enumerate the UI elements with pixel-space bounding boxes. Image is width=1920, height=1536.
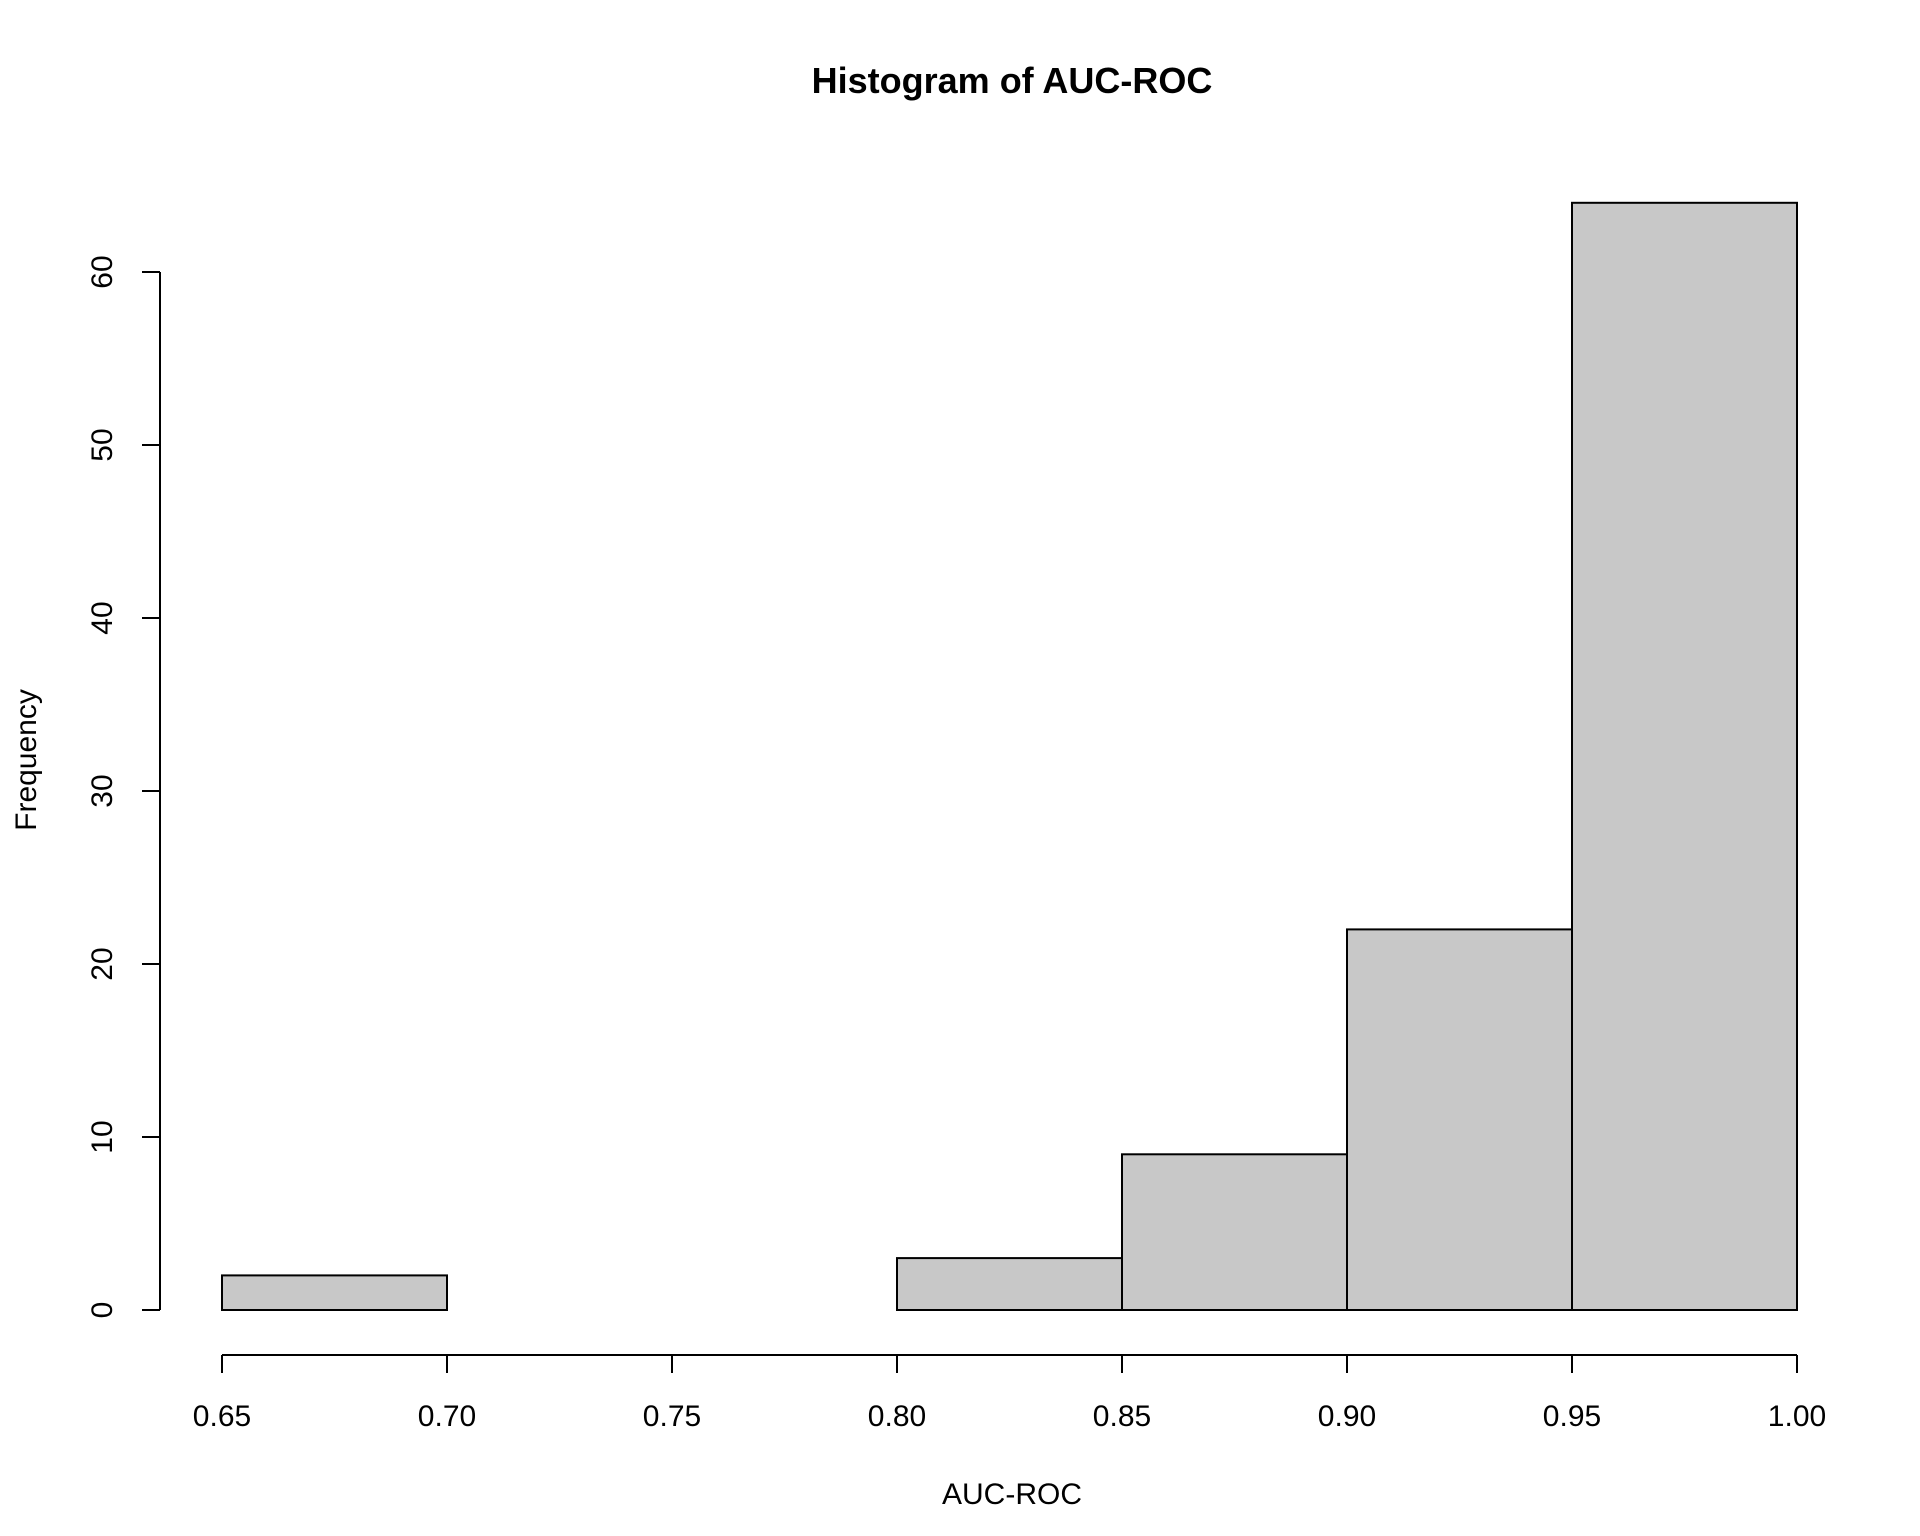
x-tick-label: 0.65 [193,1400,251,1433]
y-tick-label: 30 [86,774,119,807]
x-tick-label: 0.70 [418,1400,476,1433]
y-tick-label: 0 [86,1302,119,1319]
y-axis-label: Frequency [10,689,43,831]
y-tick-label: 50 [86,428,119,461]
y-tick-label: 10 [86,1120,119,1153]
x-tick-label: 0.80 [868,1400,926,1433]
bars-group [221,201,1798,1312]
histogram-bar-3 [896,1257,1123,1311]
x-tick-label: 0.95 [1543,1400,1601,1433]
x-tick-label: 0.75 [643,1400,701,1433]
x-tick-label: 0.85 [1093,1400,1151,1433]
y-axis: 0 10 20 30 40 50 60 [86,255,161,1319]
y-tick-label: 60 [86,255,119,288]
histogram-bar-6 [1571,201,1798,1311]
x-axis: 0.65 0.70 0.75 0.80 0.85 0.90 0.95 1.00 [193,1354,1826,1433]
chart-title: Histogram of AUC-ROC [812,60,1213,101]
x-tick-label: 1.00 [1768,1400,1826,1433]
histogram-bar-5 [1346,928,1573,1312]
y-tick-label: 40 [86,601,119,634]
histogram-bar-0 [221,1274,448,1312]
x-axis-label: AUC-ROC [942,1478,1082,1511]
histogram-bar-4 [1121,1153,1348,1312]
y-tick-label: 20 [86,947,119,980]
x-tick-label: 0.90 [1318,1400,1376,1433]
